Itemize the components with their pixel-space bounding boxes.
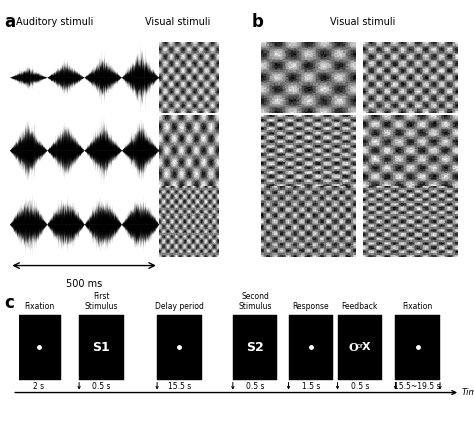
- Text: First
Stimulus: First Stimulus: [85, 292, 118, 311]
- Bar: [157, 315, 201, 380]
- Text: or: or: [356, 343, 364, 349]
- Text: 15.5 s: 15.5 s: [168, 382, 191, 391]
- Text: 0.5 s: 0.5 s: [246, 382, 264, 391]
- Text: a: a: [5, 13, 16, 31]
- Text: Auditory stimuli: Auditory stimuli: [16, 17, 93, 27]
- Bar: [337, 315, 382, 380]
- Text: Fixation: Fixation: [24, 302, 54, 311]
- Text: Delay period: Delay period: [155, 302, 204, 311]
- Bar: [17, 315, 61, 380]
- Text: Time: Time: [461, 388, 474, 397]
- Text: 0.5 s: 0.5 s: [92, 382, 110, 391]
- Text: Response: Response: [292, 302, 329, 311]
- Bar: [289, 315, 333, 380]
- Text: c: c: [5, 294, 15, 312]
- Text: 15.5~19.5 s: 15.5~19.5 s: [394, 382, 441, 391]
- Text: S2: S2: [246, 341, 264, 354]
- Text: Visual stimuli: Visual stimuli: [145, 17, 210, 27]
- Bar: [233, 315, 277, 380]
- Text: Visual stimuli: Visual stimuli: [330, 17, 395, 27]
- Text: Second
Stimulus: Second Stimulus: [238, 292, 272, 311]
- Text: Fixation: Fixation: [402, 302, 433, 311]
- Text: X: X: [362, 342, 371, 353]
- Text: b: b: [251, 13, 263, 31]
- Text: 0.5 s: 0.5 s: [351, 382, 369, 391]
- Bar: [79, 315, 124, 380]
- Text: O: O: [348, 342, 358, 353]
- Text: Feedback: Feedback: [342, 302, 378, 311]
- Text: S1: S1: [92, 341, 110, 354]
- Text: 1.5 s: 1.5 s: [301, 382, 320, 391]
- Bar: [395, 315, 440, 380]
- Text: 500 ms: 500 ms: [66, 279, 102, 289]
- Text: 2 s: 2 s: [34, 382, 45, 391]
